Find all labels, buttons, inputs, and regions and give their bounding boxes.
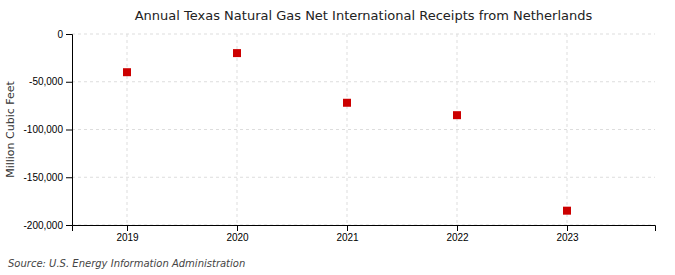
y-axis-tick-label: 0 — [57, 29, 63, 40]
point — [563, 207, 571, 215]
y-axis-tick-label: -100,000 — [24, 124, 64, 135]
grid-line-y — [72, 81, 655, 82]
x-axis-tick-label: 2021 — [336, 232, 359, 243]
x-axis: 2019 2020 2021 2022 2023 — [73, 225, 656, 243]
y-axis-tick: -200,000 — [24, 220, 72, 231]
point — [123, 68, 131, 76]
grid-line-y — [72, 177, 655, 178]
y-axis: 0 -50,000 -100,000 -150,000 -200,000 — [24, 29, 73, 231]
y-axis-tick-mark — [66, 82, 72, 83]
grid-line-x — [127, 34, 128, 225]
grid-line-y — [72, 34, 655, 35]
y-axis-line — [66, 35, 73, 226]
y-axis-tick: -100,000 — [24, 124, 72, 135]
x-axis-tick-label: 2022 — [446, 232, 469, 243]
points — [123, 49, 571, 215]
x-axis-tick: 2023 — [556, 225, 579, 243]
grid-line-x — [567, 34, 568, 225]
x-axis-tick: 2019 — [116, 225, 139, 243]
title: Annual Texas Natural Gas Net Internation… — [135, 8, 593, 23]
y-axis-tick-mark — [66, 130, 72, 131]
grid-line-x — [237, 34, 238, 225]
x-axis-tick-mark — [237, 225, 238, 231]
y-axis-tick-label: -50,000 — [29, 76, 63, 87]
x-axis-tick: 2020 — [226, 225, 249, 243]
y-axis-tick-mark — [66, 34, 72, 35]
x-axis-tick-label: 2023 — [556, 232, 579, 243]
y-axis-tick-mark — [66, 177, 72, 178]
y-axis-title: Million Cubic Feet — [4, 80, 17, 177]
x-axis-line — [73, 226, 656, 232]
point — [453, 111, 461, 119]
x-axis-tick: 2021 — [336, 225, 359, 243]
x-axis-tick: 2022 — [446, 225, 469, 243]
y-axis-tick: 0 — [57, 29, 72, 40]
x-axis-tick-mark — [457, 225, 458, 231]
source: Source: U.S. Energy Information Administ… — [8, 258, 245, 269]
y-axis-tick: -150,000 — [24, 172, 72, 183]
grid — [72, 34, 655, 225]
point — [343, 99, 351, 107]
grid-line-x — [457, 34, 458, 225]
chart: 2019 2020 2021 2022 2023 0 -50,000 -100,000 -150… — [0, 0, 675, 275]
plot: 2019 2020 2021 2022 2023 0 -50,000 -100,000 -150… — [24, 29, 656, 243]
grid-line-x — [347, 34, 348, 225]
x-axis-tick-label: 2019 — [116, 232, 139, 243]
x-axis-tick-mark — [127, 225, 128, 231]
x-axis-tick-label: 2020 — [226, 232, 249, 243]
y-axis-tick-mark — [66, 225, 72, 226]
y-axis-tick: -50,000 — [29, 76, 72, 87]
point — [233, 49, 241, 57]
x-axis-tick-mark — [347, 225, 348, 231]
x-axis-tick-mark — [567, 225, 568, 231]
y-axis-tick-label: -150,000 — [24, 172, 64, 183]
grid-line-y — [72, 129, 655, 130]
y-axis-tick-label: -200,000 — [24, 220, 64, 231]
